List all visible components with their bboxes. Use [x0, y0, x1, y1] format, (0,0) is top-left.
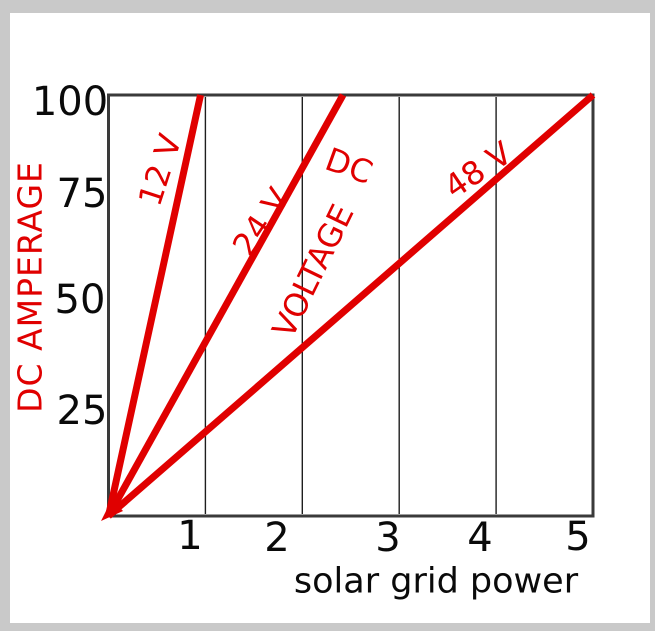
x-tick-label-5: 5 [565, 514, 591, 560]
y-tick-label-25: 25 [56, 388, 108, 434]
x-tick-label-1: 1 [177, 513, 203, 559]
y-tick-label-75: 75 [56, 171, 108, 217]
y-tick-label-50: 50 [54, 277, 106, 323]
y-tick-label-100: 100 [31, 79, 109, 125]
x-tick-label-2: 2 [264, 515, 290, 561]
x-tick-label-4: 4 [467, 515, 493, 561]
x-axis-title: solar grid power [293, 561, 579, 602]
x-tick-label-3: 3 [375, 515, 401, 561]
y-axis-title: DC AMPERAGE [10, 161, 50, 413]
